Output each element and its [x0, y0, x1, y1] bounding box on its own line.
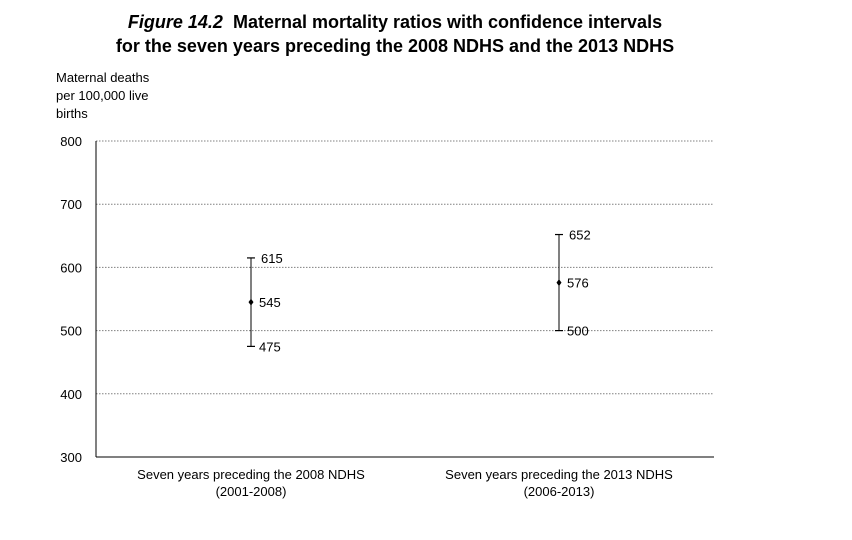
x-category-label-2008-line-2: (2001-2008): [215, 484, 287, 499]
lower-value-label-2008: 475: [259, 339, 281, 354]
x-category-label-2008: Seven years preceding the 2008 NDHS (200…: [101, 466, 401, 500]
estimate-marker-2013: [556, 279, 562, 287]
x-category-label-2008-line-1: Seven years preceding the 2008 NDHS: [137, 467, 365, 482]
upper-value-label-2013: 652: [569, 228, 591, 243]
chart-title-line-1: Figure 14.2 Maternal mortality ratios wi…: [0, 12, 790, 33]
upper-value-label-2008: 615: [261, 251, 283, 266]
chart-title-line-2: for the seven years preceding the 2008 N…: [115, 36, 675, 56]
y-tick-label-800: 800: [60, 134, 82, 149]
y-axis-label-line-1: Maternal deaths: [56, 70, 150, 85]
estimate-value-label-2013: 576: [567, 276, 589, 291]
y-tick-label-600: 600: [60, 260, 82, 275]
y-tick-label-500: 500: [60, 324, 82, 339]
x-category-label-2013: Seven years preceding the 2013 NDHS (200…: [409, 466, 709, 500]
y-tick-label-400: 400: [60, 387, 82, 402]
title-text: Maternal mortality ratios with confidenc…: [232, 12, 663, 32]
figure-label: Figure 14.2: [127, 12, 223, 32]
y-axis-label-line-2: per 100,000 live: [56, 88, 149, 103]
lower-value-label-2013: 500: [567, 324, 589, 339]
x-category-label-2013-line-2: (2006-2013): [523, 484, 595, 499]
estimate-marker-2008: [248, 298, 254, 306]
y-axis-label-line-3: births: [56, 106, 88, 121]
x-category-label-2013-line-1: Seven years preceding the 2013 NDHS: [445, 467, 673, 482]
estimate-value-label-2008: 545: [259, 295, 281, 310]
y-tick-label-700: 700: [60, 197, 82, 212]
y-tick-label-300: 300: [60, 450, 82, 465]
y-axis-label: Maternal deaths per 100,000 live births: [56, 69, 196, 123]
